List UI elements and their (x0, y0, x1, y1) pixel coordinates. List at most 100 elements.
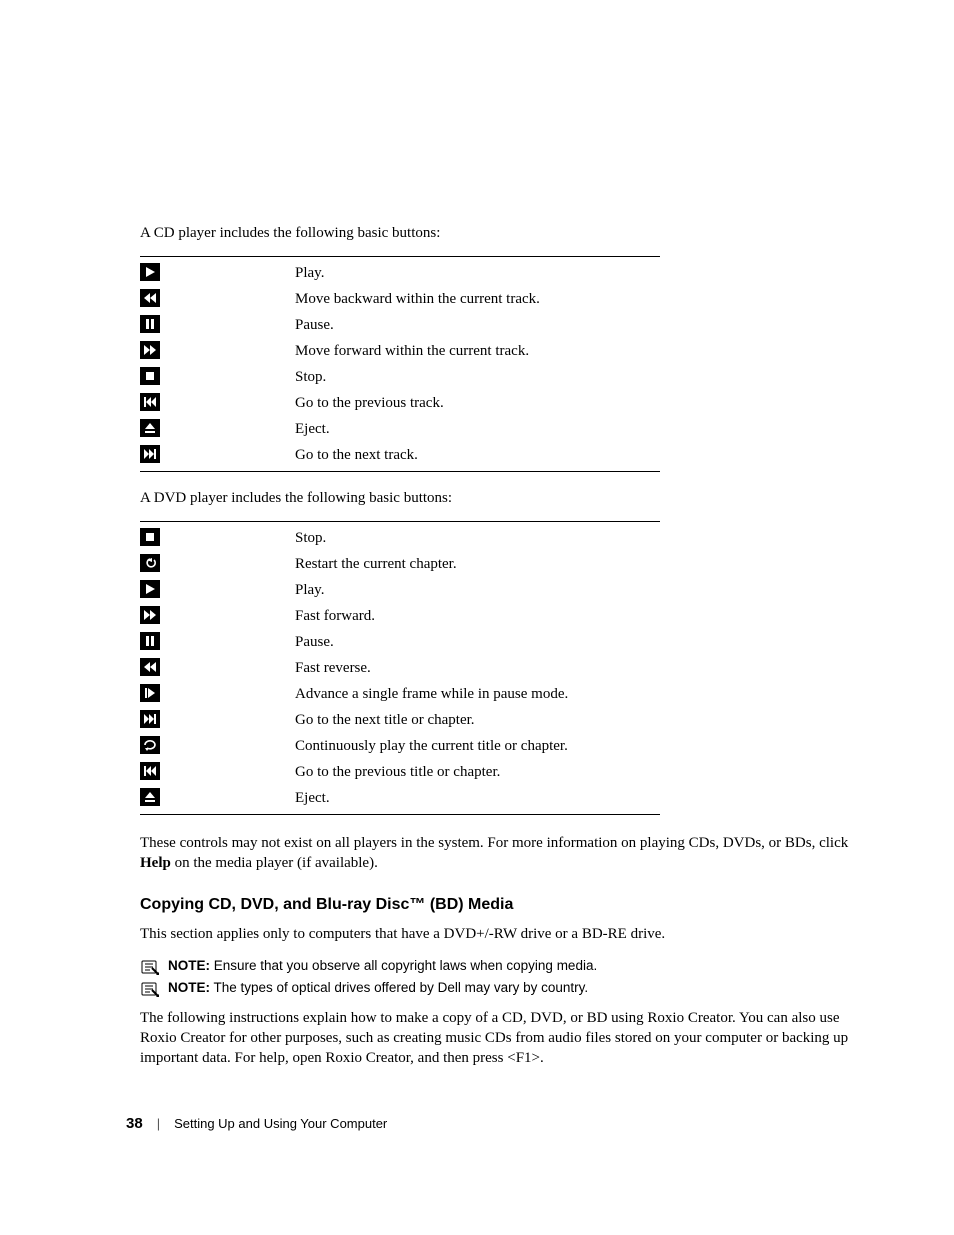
page-footer: 38 | Setting Up and Using Your Computer (140, 1115, 864, 1132)
button-icon-cell (140, 551, 295, 577)
button-icon-cell (140, 442, 295, 472)
stop-icon (140, 528, 160, 546)
button-icon-cell (140, 390, 295, 416)
table-row: Continuously play the current title or c… (140, 733, 660, 759)
button-icon-cell (140, 286, 295, 312)
button-icon-cell (140, 338, 295, 364)
note-1-text: NOTE: Ensure that you observe all copyri… (168, 958, 597, 973)
next-icon (140, 710, 160, 728)
button-icon-cell (140, 603, 295, 629)
button-icon-cell (140, 759, 295, 785)
table-row: Eject. (140, 785, 660, 815)
frame-icon (140, 684, 160, 702)
button-description: Pause. (295, 312, 660, 338)
button-description: Pause. (295, 629, 660, 655)
pause-icon (140, 632, 160, 650)
pause-icon (140, 315, 160, 333)
copying-heading: Copying CD, DVD, and Blu-ray Disc™ (BD) … (140, 896, 864, 914)
button-description: Move backward within the current track. (295, 286, 660, 312)
prev-icon (140, 393, 160, 411)
next-icon (140, 445, 160, 463)
button-icon-cell (140, 655, 295, 681)
button-description: Play. (295, 257, 660, 287)
controls-note-post: on the media player (if available). (171, 855, 378, 871)
table-row: Pause. (140, 312, 660, 338)
note-1-body: Ensure that you observe all copyright la… (210, 958, 597, 973)
table-row: Stop. (140, 364, 660, 390)
table-row: Go to the previous track. (140, 390, 660, 416)
table-row: Play. (140, 257, 660, 287)
fforward-icon (140, 341, 160, 359)
button-description: Go to the next title or chapter. (295, 707, 660, 733)
button-icon-cell (140, 681, 295, 707)
button-icon-cell (140, 364, 295, 390)
document-page: A CD player includes the following basic… (0, 0, 954, 1192)
button-description: Move forward within the current track. (295, 338, 660, 364)
controls-note-bold: Help (140, 855, 171, 871)
button-description: Eject. (295, 785, 660, 815)
prev-icon (140, 762, 160, 780)
rewind-icon (140, 658, 160, 676)
table-row: Go to the next title or chapter. (140, 707, 660, 733)
table-row: Advance a single frame while in pause mo… (140, 681, 660, 707)
button-description: Go to the previous track. (295, 390, 660, 416)
note-2-body: The types of optical drives offered by D… (210, 980, 588, 995)
button-description: Go to the previous title or chapter. (295, 759, 660, 785)
page-number: 38 (126, 1115, 143, 1132)
eject-icon (140, 419, 160, 437)
instructions-text: The following instructions explain how t… (140, 1008, 864, 1069)
button-description: Restart the current chapter. (295, 551, 660, 577)
note-2-label: NOTE: (168, 980, 210, 995)
note-2-text: NOTE: The types of optical drives offere… (168, 980, 588, 995)
button-icon-cell (140, 577, 295, 603)
rewind-icon (140, 289, 160, 307)
dvd-buttons-table: Stop.Restart the current chapter.Play.Fa… (140, 521, 660, 815)
button-description: Stop. (295, 364, 660, 390)
table-row: Move forward within the current track. (140, 338, 660, 364)
table-row: Eject. (140, 416, 660, 442)
button-icon-cell (140, 257, 295, 287)
table-row: Restart the current chapter. (140, 551, 660, 577)
table-row: Go to the previous title or chapter. (140, 759, 660, 785)
repeat-icon (140, 736, 160, 754)
section-intro: This section applies only to computers t… (140, 924, 864, 944)
button-description: Eject. (295, 416, 660, 442)
table-row: Fast reverse. (140, 655, 660, 681)
table-row: Fast forward. (140, 603, 660, 629)
eject-icon (140, 788, 160, 806)
button-description: Fast reverse. (295, 655, 660, 681)
dvd-intro-text: A DVD player includes the following basi… (140, 490, 864, 507)
button-icon-cell (140, 707, 295, 733)
button-icon-cell (140, 312, 295, 338)
table-row: Stop. (140, 522, 660, 552)
button-description: Stop. (295, 522, 660, 552)
note-icon (140, 958, 160, 976)
chapter-title: Setting Up and Using Your Computer (174, 1116, 387, 1131)
play-icon (140, 580, 160, 598)
table-row: Move backward within the current track. (140, 286, 660, 312)
stop-icon (140, 367, 160, 385)
cd-buttons-table: Play.Move backward within the current tr… (140, 256, 660, 472)
controls-note-pre: These controls may not exist on all play… (140, 835, 848, 851)
table-row: Play. (140, 577, 660, 603)
button-icon-cell (140, 733, 295, 759)
button-description: Advance a single frame while in pause mo… (295, 681, 660, 707)
table-row: Pause. (140, 629, 660, 655)
play-icon (140, 263, 160, 281)
table-row: Go to the next track. (140, 442, 660, 472)
controls-note: These controls may not exist on all play… (140, 833, 864, 874)
button-description: Continuously play the current title or c… (295, 733, 660, 759)
button-icon-cell (140, 416, 295, 442)
note-1: NOTE: Ensure that you observe all copyri… (140, 958, 864, 976)
button-description: Go to the next track. (295, 442, 660, 472)
fforward-icon (140, 606, 160, 624)
footer-separator: | (157, 1116, 160, 1131)
button-description: Fast forward. (295, 603, 660, 629)
note-2: NOTE: The types of optical drives offere… (140, 980, 864, 998)
button-icon-cell (140, 629, 295, 655)
cd-intro-text: A CD player includes the following basic… (140, 225, 864, 242)
note-1-label: NOTE: (168, 958, 210, 973)
restart-icon (140, 554, 160, 572)
button-icon-cell (140, 785, 295, 815)
button-icon-cell (140, 522, 295, 552)
